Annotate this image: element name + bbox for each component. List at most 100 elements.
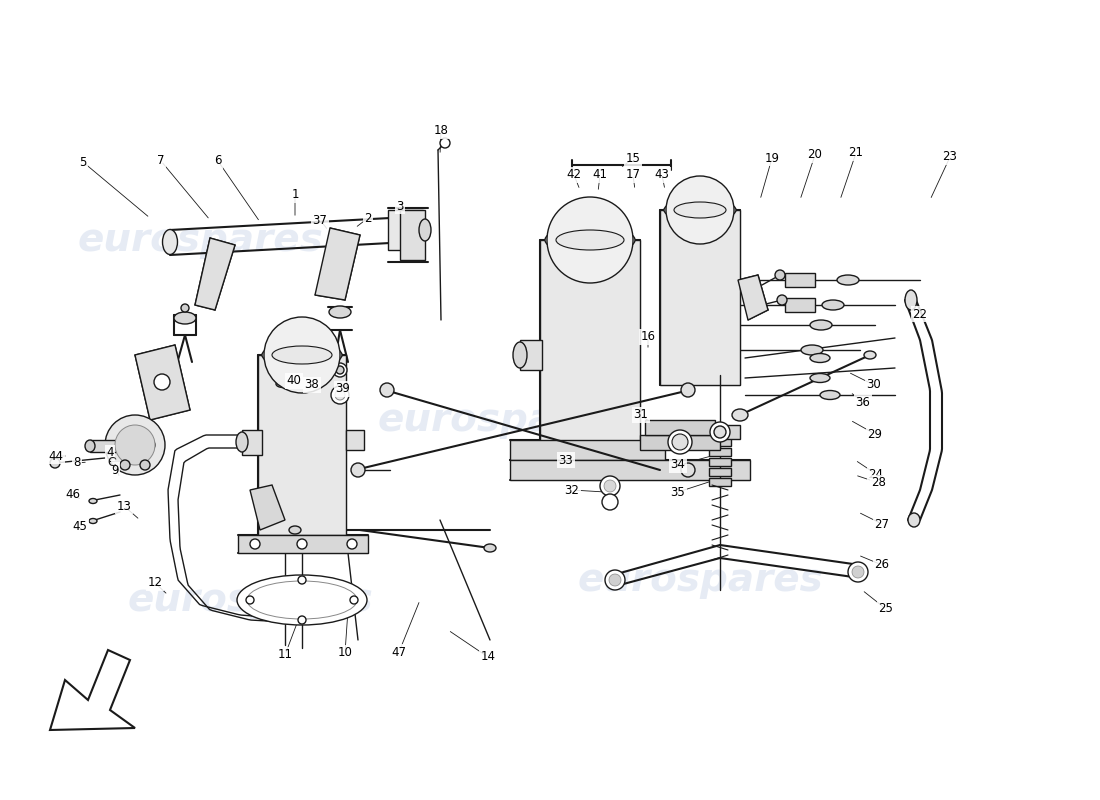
Polygon shape [738, 275, 768, 320]
Ellipse shape [908, 513, 920, 527]
Ellipse shape [544, 226, 635, 254]
Bar [258, 355, 346, 535]
Ellipse shape [333, 363, 346, 377]
Text: 43: 43 [654, 169, 670, 182]
Text: 2: 2 [364, 211, 372, 225]
Ellipse shape [810, 374, 830, 382]
Text: 10: 10 [338, 646, 352, 659]
Circle shape [120, 460, 130, 470]
Ellipse shape [182, 304, 189, 312]
Circle shape [350, 596, 358, 604]
Text: 11: 11 [277, 649, 293, 662]
Text: 41: 41 [593, 169, 607, 182]
Circle shape [104, 415, 165, 475]
Ellipse shape [329, 306, 351, 318]
Circle shape [714, 426, 726, 438]
Ellipse shape [732, 409, 748, 421]
Text: 4: 4 [107, 446, 113, 459]
Bar [510, 460, 750, 480]
Polygon shape [315, 228, 360, 300]
Ellipse shape [556, 230, 624, 250]
Ellipse shape [174, 312, 196, 324]
Ellipse shape [163, 230, 177, 254]
Ellipse shape [236, 575, 367, 625]
Bar [238, 535, 368, 553]
Bar [510, 440, 666, 460]
Circle shape [605, 570, 625, 590]
Ellipse shape [484, 544, 496, 552]
Text: 29: 29 [868, 427, 882, 441]
Ellipse shape [905, 290, 917, 310]
Ellipse shape [276, 381, 290, 387]
Text: 12: 12 [147, 577, 163, 590]
Circle shape [547, 197, 632, 283]
Circle shape [672, 434, 688, 450]
Text: 13: 13 [117, 499, 131, 513]
Text: 40: 40 [287, 374, 301, 387]
Bar [660, 210, 740, 385]
Text: 28: 28 [871, 477, 887, 490]
Circle shape [666, 176, 734, 244]
Ellipse shape [85, 440, 95, 452]
Circle shape [351, 463, 365, 477]
Ellipse shape [864, 351, 876, 359]
Circle shape [852, 566, 864, 578]
Circle shape [600, 476, 620, 496]
Ellipse shape [289, 526, 301, 534]
Text: 30: 30 [867, 378, 881, 391]
Circle shape [379, 383, 394, 397]
Text: 21: 21 [848, 146, 864, 159]
Text: 34: 34 [671, 458, 685, 471]
Text: 32: 32 [564, 483, 580, 497]
Text: 38: 38 [305, 378, 319, 391]
Bar [710, 438, 732, 446]
Text: 31: 31 [634, 409, 648, 422]
Bar [700, 425, 740, 439]
Circle shape [250, 539, 260, 549]
Circle shape [609, 574, 622, 586]
Text: 46: 46 [66, 489, 80, 502]
Bar [242, 430, 262, 455]
Circle shape [331, 386, 349, 404]
Ellipse shape [336, 366, 344, 374]
Circle shape [681, 383, 695, 397]
Circle shape [602, 494, 618, 510]
Text: 8: 8 [74, 457, 80, 470]
Text: 5: 5 [79, 155, 87, 169]
Circle shape [140, 460, 150, 470]
Circle shape [848, 562, 868, 582]
Ellipse shape [810, 354, 830, 362]
Text: 1: 1 [292, 189, 299, 202]
Text: 44: 44 [48, 450, 64, 462]
Circle shape [440, 138, 450, 148]
Text: 36: 36 [856, 395, 870, 409]
Bar [540, 240, 640, 460]
Bar [710, 468, 732, 476]
Bar [645, 420, 715, 435]
Text: C: C [108, 458, 115, 468]
Text: 25: 25 [879, 602, 893, 615]
Bar [785, 273, 815, 287]
Ellipse shape [248, 581, 358, 619]
Text: 35: 35 [671, 486, 685, 498]
Polygon shape [250, 485, 285, 530]
Bar [710, 448, 732, 456]
Ellipse shape [272, 346, 332, 364]
Bar [640, 435, 720, 450]
Text: 14: 14 [481, 650, 495, 663]
Text: C: C [107, 457, 116, 470]
Ellipse shape [837, 275, 859, 285]
Text: 42: 42 [566, 169, 582, 182]
Ellipse shape [820, 390, 840, 399]
Circle shape [298, 576, 306, 584]
Ellipse shape [810, 320, 832, 330]
Text: 23: 23 [943, 150, 957, 163]
Text: 19: 19 [764, 151, 780, 165]
Circle shape [346, 539, 358, 549]
Circle shape [604, 480, 616, 492]
Circle shape [154, 374, 170, 390]
Bar [710, 478, 732, 486]
Circle shape [298, 616, 306, 624]
Text: 24: 24 [869, 467, 883, 481]
Ellipse shape [89, 498, 97, 503]
